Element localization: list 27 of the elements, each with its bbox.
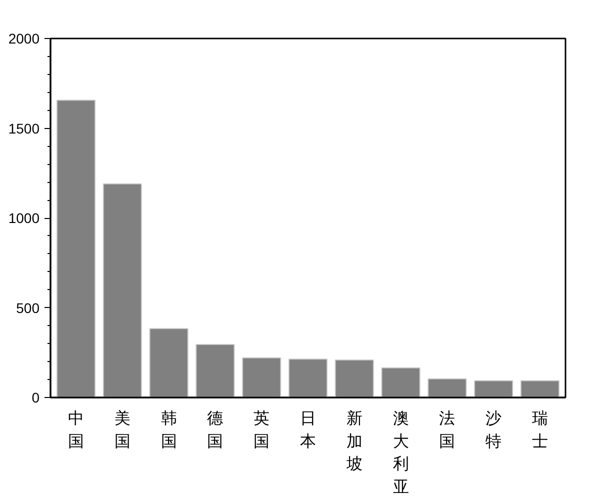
bar	[428, 378, 467, 398]
x-tick-label: 新加坡	[345, 408, 362, 474]
x-tick-label: 美国	[114, 408, 130, 450]
x-tick-label: 德国	[207, 408, 224, 450]
x-tick-label: 日本	[300, 408, 316, 450]
x-tick-label: 澳大利亚	[392, 408, 409, 496]
bar	[474, 380, 514, 398]
y-tick-label: 1000	[8, 210, 40, 226]
bar	[149, 328, 188, 398]
bar	[56, 100, 96, 398]
bar	[242, 357, 282, 398]
bar	[196, 344, 235, 398]
y-tick-label: 1500	[8, 120, 40, 136]
x-tick-label: 法国	[439, 408, 456, 450]
bar	[334, 359, 374, 398]
bar	[520, 380, 560, 398]
x-tick-label: 英国	[254, 408, 270, 450]
y-tick-label: 500	[16, 300, 40, 316]
bar	[102, 183, 142, 398]
y-tick-label: 0	[32, 390, 40, 406]
y-tick-label: 2000	[8, 30, 40, 46]
bar	[288, 358, 328, 398]
x-tick-label: 韩国	[160, 408, 177, 450]
x-tick-label: 瑞士	[532, 408, 548, 450]
x-tick-label: 中国	[68, 408, 84, 450]
x-tick-label: 沙特	[486, 408, 502, 450]
bar	[381, 367, 420, 398]
